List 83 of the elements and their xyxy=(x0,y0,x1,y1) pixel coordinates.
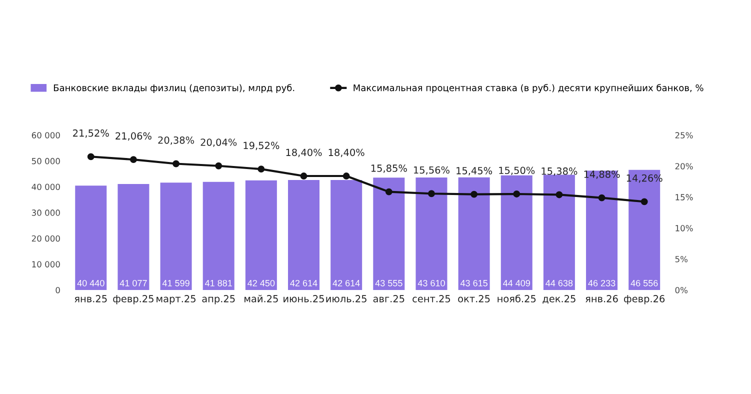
legend-label: Банковские вклады физлиц (депозиты), млрд руб. xyxy=(54,84,294,93)
x-tick-label: дек.25 xyxy=(542,295,576,304)
y2-tick-label: 25% xyxy=(675,132,693,138)
data-label: 20,04% xyxy=(200,138,237,147)
x-tick-label: июль.25 xyxy=(326,295,366,302)
x-tick-label: июнь.25 xyxy=(284,295,324,302)
y2-tick-label: 10% xyxy=(676,225,693,232)
point xyxy=(172,160,180,168)
y2-tick-label: 20% xyxy=(675,163,693,170)
bar xyxy=(330,180,362,290)
data-label: 43 615 xyxy=(460,280,488,286)
data-label: 21,06% xyxy=(116,132,152,141)
data-label: 19,52% xyxy=(244,142,280,150)
data-label: 20,38% xyxy=(158,136,194,145)
y-tick-label: 60 000 xyxy=(32,132,60,138)
x-tick-label: март.25 xyxy=(156,295,196,304)
x-tick-label: апр.25 xyxy=(202,295,235,304)
point xyxy=(428,190,435,198)
x-tick-label: окт.25 xyxy=(458,295,490,302)
data-label: 46 556 xyxy=(630,280,658,286)
data-label: 21,52% xyxy=(73,129,109,138)
y-tick-label: 50 000 xyxy=(32,158,60,164)
data-label: 42 450 xyxy=(248,280,275,286)
point xyxy=(470,190,478,198)
y-tick-label: 0 xyxy=(56,286,60,294)
data-label: 44 409 xyxy=(503,280,530,286)
bar xyxy=(118,184,150,290)
data-label: 42 614 xyxy=(290,280,318,286)
data-label: 46 233 xyxy=(588,280,616,286)
x-tick-label: авг.25 xyxy=(373,295,404,302)
point xyxy=(130,156,137,164)
data-label: 43 610 xyxy=(418,280,445,286)
bar xyxy=(160,182,192,290)
bar xyxy=(416,177,448,290)
point xyxy=(513,190,520,198)
legend-label: Максимальная процентная ставка (в руб.) десяти крупнейших банков, % xyxy=(354,84,704,93)
bar xyxy=(288,180,320,290)
bar xyxy=(202,182,234,290)
data-label: 15,85% xyxy=(371,164,407,173)
bar xyxy=(543,174,575,290)
x-tick-label: янв.25 xyxy=(74,295,107,302)
point xyxy=(87,153,94,160)
point xyxy=(598,194,606,202)
data-label: 15,50% xyxy=(499,166,535,176)
data-label: 42 614 xyxy=(332,280,360,286)
x-tick-label: февр.25 xyxy=(113,295,154,304)
y-tick-label: 20 000 xyxy=(32,235,60,242)
point xyxy=(556,191,563,198)
point xyxy=(640,198,648,206)
data-label: 18,40% xyxy=(286,148,322,158)
point xyxy=(342,172,350,180)
y2-tick-label: 5% xyxy=(675,256,688,262)
data-label: 40 440 xyxy=(77,280,104,286)
y2-tick-label: 0% xyxy=(675,286,688,294)
point xyxy=(385,188,392,196)
y-tick-label: 10 000 xyxy=(32,261,60,268)
x-tick-label: нояб.25 xyxy=(498,294,536,302)
data-label: 41 599 xyxy=(162,280,190,286)
point xyxy=(258,166,265,173)
x-tick-label: сент.25 xyxy=(412,295,450,302)
bar xyxy=(245,180,277,290)
data-label: 15,45% xyxy=(456,167,492,176)
data-label: 41 881 xyxy=(205,280,232,286)
y-tick-label: 30 000 xyxy=(32,210,60,216)
x-tick-label: янв.26 xyxy=(586,295,618,302)
x-tick-label: февр.26 xyxy=(624,295,665,304)
point xyxy=(215,162,222,170)
point xyxy=(300,172,308,180)
bar xyxy=(586,170,618,290)
y2-tick-label: 15% xyxy=(676,194,693,200)
data-label: 41 077 xyxy=(120,280,147,286)
data-label: 44 638 xyxy=(546,280,573,286)
bar xyxy=(458,177,490,290)
bar xyxy=(373,178,405,290)
data-label: 15,38% xyxy=(542,167,578,176)
bar xyxy=(628,170,660,290)
y-tick-label: 40 000 xyxy=(32,184,60,190)
x-tick-label: май.25 xyxy=(244,294,278,302)
data-label: 15,56% xyxy=(414,166,450,175)
data-label: 43 555 xyxy=(375,280,402,286)
bar xyxy=(75,186,107,290)
bar xyxy=(500,175,532,290)
data-label: 18,40% xyxy=(328,148,364,158)
